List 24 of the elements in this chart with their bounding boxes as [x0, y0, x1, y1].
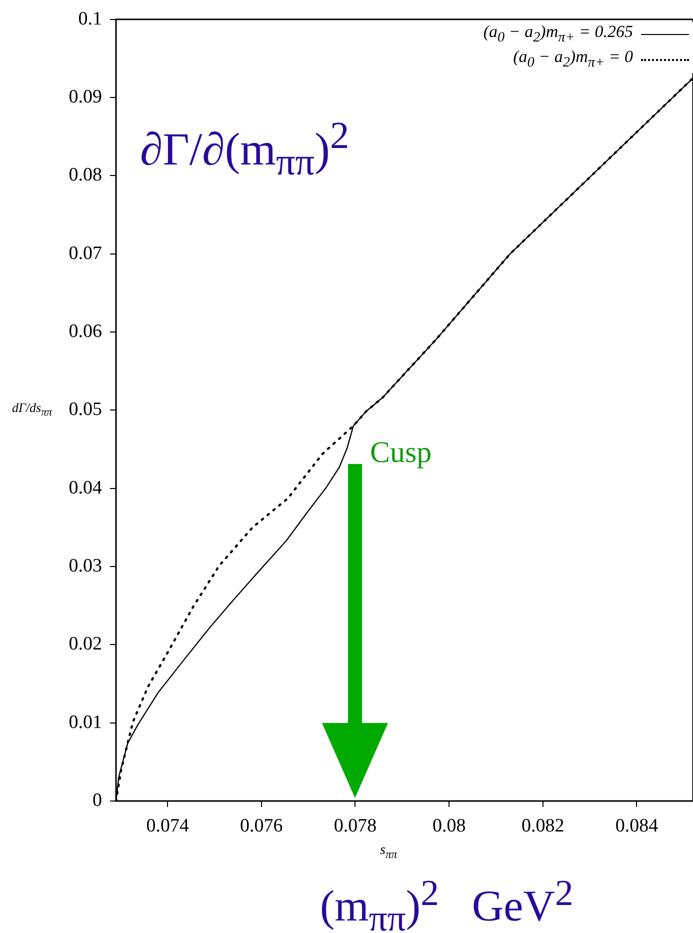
- legend-label: (a$_{0}$ − a$_{2}$)m$_{π+}$ = 0.265: [483, 22, 633, 48]
- legend-label: (a$_{0}$ − a$_{2}$)m$_{π+}$ = 0: [513, 47, 633, 73]
- y-tick-label: 0.08: [68, 164, 102, 186]
- y-tick-label: 0.02: [68, 634, 102, 655]
- y-tick-label: 0.03: [68, 556, 102, 577]
- annotation: Cusp: [370, 436, 432, 470]
- text: (m$_{ππ}$)$^{2}$ GeV$^{2}$: [320, 871, 574, 933]
- y-tick-label: 0.07: [68, 242, 102, 264]
- y-tick-label: 0.01: [68, 712, 102, 733]
- x-tick-label: 0.076: [240, 815, 283, 836]
- x-tick-label: 0.08: [432, 815, 466, 836]
- x-axis-title: s$_{ππ}$: [380, 843, 398, 861]
- y-tick-label: 0.05: [68, 399, 102, 420]
- y-tick-label: 0: [92, 790, 102, 811]
- x-tick-label: 0.074: [146, 815, 190, 836]
- y-tick-label: 0.1: [78, 8, 102, 30]
- annotation: ∂Γ/∂(m$_{ππ}$)$^{2}$: [140, 114, 350, 186]
- y-axis-title: dΓ/ds$_{ππ}$: [12, 400, 52, 419]
- y-tick-label: 0.06: [68, 321, 102, 342]
- x-tick-label: 0.078: [334, 815, 377, 836]
- y-tick-label: 0.04: [68, 477, 102, 498]
- y-tick-label: 0.09: [68, 86, 102, 108]
- x-tick-label: 0.084: [615, 815, 659, 836]
- x-tick-label: 0.082: [522, 815, 564, 836]
